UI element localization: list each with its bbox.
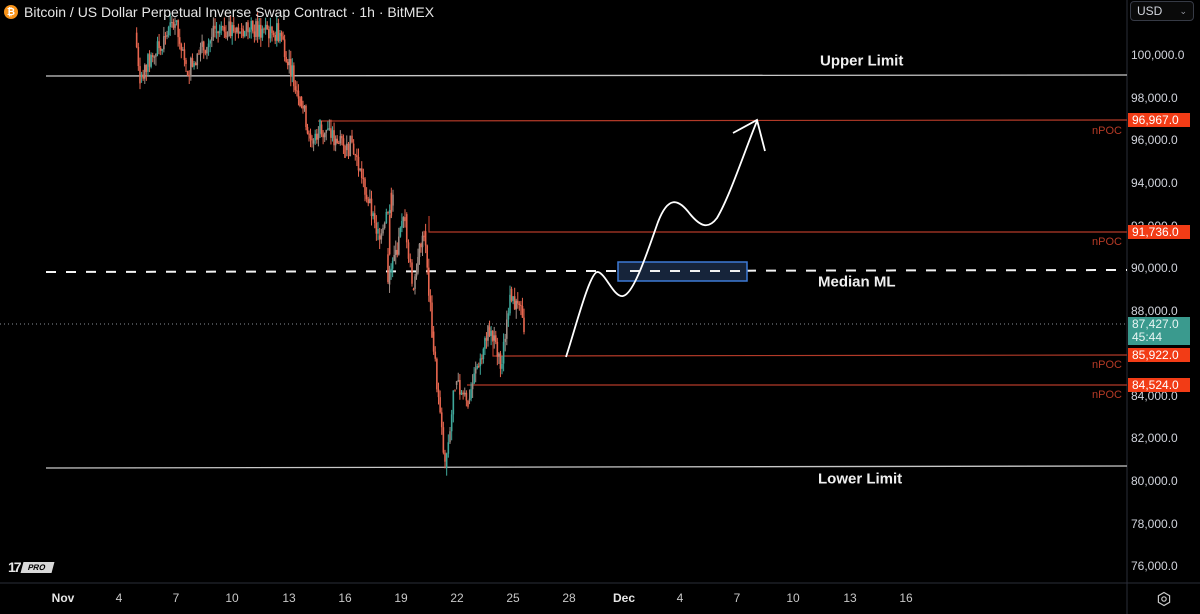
upper-limit-label: Upper Limit <box>820 52 904 70</box>
time-tick-label: 10 <box>225 591 239 605</box>
time-tick-label: 16 <box>899 591 913 605</box>
npoc-line-85922[interactable] <box>492 338 1128 357</box>
pro-badge: PRO <box>20 561 55 573</box>
npoc-label: nPOC <box>1092 125 1122 137</box>
npoc-price-badge: 85,922.0 <box>1128 348 1190 362</box>
time-tick-label: 7 <box>733 591 741 605</box>
lower-limit-line[interactable] <box>45 465 1128 469</box>
time-tick-label: 13 <box>282 591 296 605</box>
price-tick-label: 98,000.0 <box>1131 91 1178 105</box>
gear-hexagon-icon <box>1157 591 1171 607</box>
npoc-line-96967[interactable] <box>317 119 1128 122</box>
price-tick-label: 94,000.0 <box>1131 176 1178 190</box>
bar-countdown: 45:44 <box>1132 330 1163 344</box>
settings-button[interactable] <box>1156 591 1172 607</box>
arrow-head-icon <box>732 118 766 152</box>
price-tick-label: 96,000.0 <box>1131 133 1178 147</box>
upper-limit-line[interactable] <box>45 74 1128 77</box>
target-zone-box[interactable] <box>617 261 748 282</box>
time-tick-label: 7 <box>172 591 180 605</box>
npoc-lines <box>317 119 1128 386</box>
npoc-label: nPOC <box>1092 359 1122 371</box>
lower-limit-label: Lower Limit <box>818 470 903 488</box>
time-tick-label: 4 <box>676 591 684 605</box>
time-tick-label: 19 <box>394 591 408 605</box>
price-tick-label: 82,000.0 <box>1131 431 1178 445</box>
price-tick-label: 76,000.0 <box>1131 559 1178 573</box>
median-ml-label: Median ML <box>818 273 896 291</box>
price-tick-label: 78,000.0 <box>1131 517 1178 531</box>
time-tick-label: 4 <box>115 591 123 605</box>
currency-value: USD <box>1137 4 1163 18</box>
price-tick-label: 90,000.0 <box>1131 261 1178 275</box>
npoc-line-91736[interactable] <box>428 216 1127 233</box>
bitcoin-icon: ₿ <box>4 5 18 19</box>
chevron-down-icon: ⌄ <box>1179 5 1187 16</box>
last-price-badge: 87,427.0 45:44 <box>1128 317 1190 345</box>
price-tick-label: 84,000.0 <box>1131 389 1178 403</box>
price-tick-label: 88,000.0 <box>1131 304 1178 318</box>
npoc-price-badge: 96,967.0 <box>1128 113 1190 127</box>
time-tick-label: 28 <box>562 591 576 605</box>
npoc-label: nPOC <box>1092 389 1122 401</box>
tradingview-logo[interactable]: 17 PRO <box>8 559 55 575</box>
candlestick-series <box>135 12 525 476</box>
tradingview-logo-icon: 17 <box>8 559 22 575</box>
npoc-price-badge: 84,524.0 <box>1128 378 1190 392</box>
currency-select[interactable]: USD ⌄ <box>1130 1 1194 21</box>
chart-title-bar: ₿ Bitcoin / US Dollar Perpetual Inverse … <box>4 2 434 22</box>
last-price-value: 87,427.0 <box>1132 317 1179 331</box>
time-tick-label: 13 <box>843 591 857 605</box>
time-tick-label: 22 <box>450 591 464 605</box>
npoc-label: nPOC <box>1092 236 1122 248</box>
chart-title[interactable]: Bitcoin / US Dollar Perpetual Inverse Sw… <box>24 4 435 20</box>
price-tick-label: 80,000.0 <box>1131 474 1178 488</box>
npoc-price-badge: 91,736.0 <box>1128 225 1190 239</box>
price-tick-label: 100,000.0 <box>1131 48 1185 62</box>
time-tick-label: Nov <box>51 591 75 605</box>
time-tick-label: 25 <box>506 591 520 605</box>
time-tick-label: 10 <box>786 591 800 605</box>
time-tick-label: Dec <box>612 591 636 605</box>
time-tick-label: 16 <box>338 591 352 605</box>
median-ml-line[interactable] <box>45 269 1128 273</box>
projection-arrow-path[interactable] <box>565 120 758 358</box>
